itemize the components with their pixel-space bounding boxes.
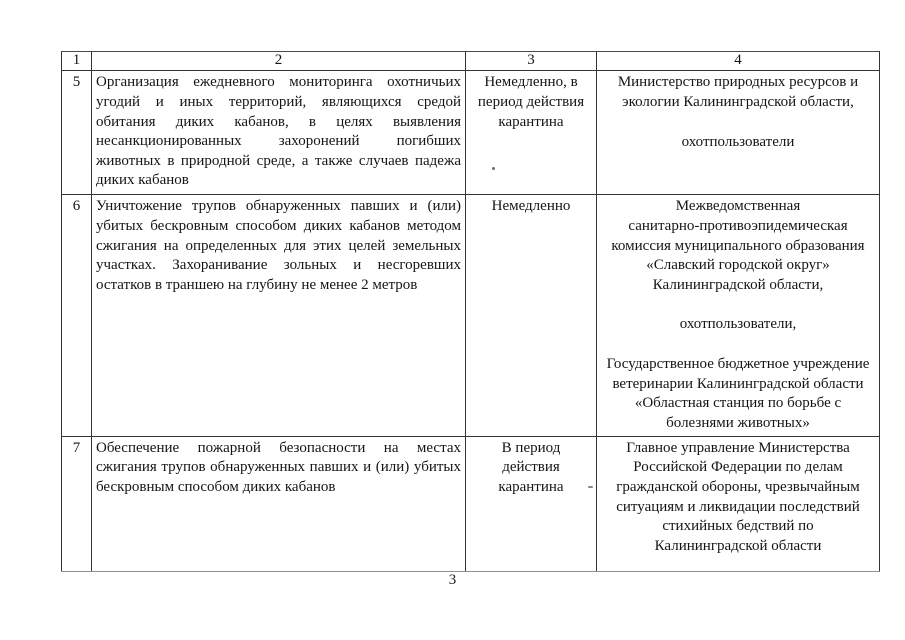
page-number: 3 [448,572,457,588]
executor-entry: Межведомственная санитарно-противоэпидем… [611,198,865,293]
header-col-2: 2 [91,50,466,72]
executor-entry: охотпользователи [681,133,795,150]
deadline-cell: Немедленно [465,194,597,437]
executor-entry: Министерство природных ресурсов и эколог… [617,74,859,110]
executor-entry: Главное управление Министерства Российск… [616,439,860,554]
executor-cell: Министерство природных ресурсов и эколог… [596,70,880,196]
executor-cell: Межведомственная санитарно-противоэпидем… [596,194,880,437]
header-col-1: 1 [61,50,92,72]
executor-entry: Государственное бюджетное учреждение вет… [606,356,870,432]
measure-text-cell: Уничтожение трупов обнаруженных павших и… [91,194,466,437]
scan-speck [492,167,495,170]
measure-text-cell: Обеспечение пожарной безопасности на мес… [91,435,466,572]
row-number-cell: 7 [61,435,92,572]
row-number-cell: 5 [61,70,92,196]
header-col-4: 4 [596,50,880,72]
executor-entry: охотпользователи, [679,316,797,333]
deadline-cell: Немедленно, в период действия карантина [465,70,597,196]
header-col-3: 3 [465,50,597,72]
table-row: 6 Уничтожение трупов обнаруженных павших… [61,194,880,437]
measure-text-cell: Организация ежедневного мониторинга охот… [91,70,466,196]
executor-cell: Главное управление Министерства Российск… [596,435,880,572]
measures-table: 1 2 3 4 5 Организация ежедневного монито… [61,50,880,572]
deadline-cell: В период действия карантина [465,435,597,572]
scan-speck [588,486,593,488]
table-header-row: 1 2 3 4 [61,50,880,72]
table-row: 5 Организация ежедневного мониторинга ох… [61,70,880,196]
row-number-cell: 6 [61,194,92,437]
table-row: 7 Обеспечение пожарной безопасности на м… [61,435,880,572]
